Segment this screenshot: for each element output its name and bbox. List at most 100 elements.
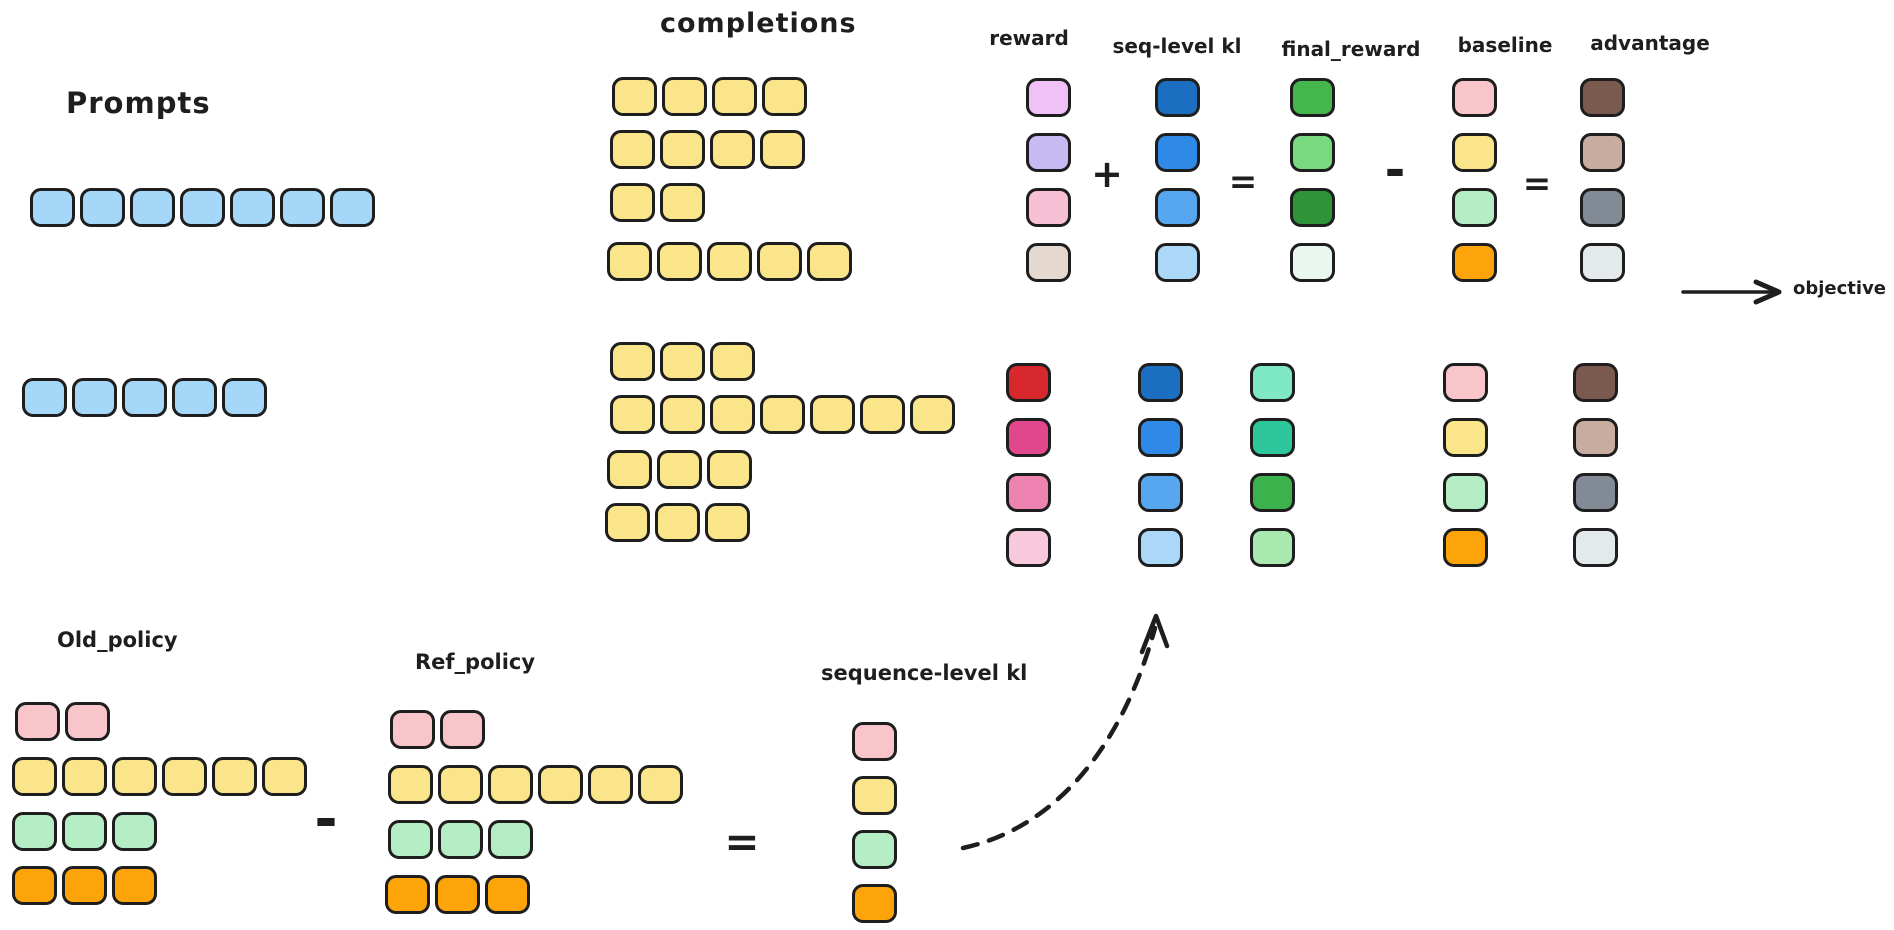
seq-level-kl-1-token: [1155, 78, 1200, 117]
advantage-column-label: advantage: [1590, 31, 1710, 55]
seq-level-kl-1-token: [1155, 243, 1200, 282]
ref-policy-row-4-token: [385, 875, 430, 914]
old-policy-row-2-token: [112, 757, 157, 796]
reward-2-token: [1006, 363, 1051, 402]
ref-policy-row-2-token: [638, 765, 683, 804]
ref-policy-row-1-token: [440, 710, 485, 749]
prompt-2-row-token: [72, 378, 117, 417]
final-reward-1-token: [1290, 78, 1335, 117]
minus-operator-top: -: [1384, 141, 1406, 199]
old-policy-row-2-token: [162, 757, 207, 796]
completions-2-row-1-token: [610, 342, 655, 381]
completions-2-row-2-token: [610, 395, 655, 434]
advantage-2-token: [1573, 528, 1618, 567]
completions-label: completions: [660, 8, 857, 39]
seq-level-kl-column-label: seq-level kl: [1112, 34, 1242, 58]
baseline-2-token: [1443, 363, 1488, 402]
final-reward-2-token: [1250, 473, 1295, 512]
completions-2-row-2-token: [760, 395, 805, 434]
ref-policy-label: Ref_policy: [415, 650, 536, 674]
ref-policy-row-1-token: [390, 710, 435, 749]
prompt-2-row-token: [22, 378, 67, 417]
seq-level-kl-1-token: [1155, 188, 1200, 227]
ref-policy-row-2-token: [438, 765, 483, 804]
completions-1-row-3-token: [610, 183, 655, 222]
completions-2-row-3-token: [657, 450, 702, 489]
seq-level-kl-1-token: [1155, 133, 1200, 172]
completions-1-row-3-token: [660, 183, 705, 222]
final-reward-2-token: [1250, 363, 1295, 402]
completions-2-row-4-token: [705, 503, 750, 542]
reward-2-token: [1006, 528, 1051, 567]
completions-1-row-4-token: [707, 242, 752, 281]
completions-1-row-1-token: [662, 77, 707, 116]
completions-1-row-2-token: [760, 130, 805, 169]
advantage-1-token: [1580, 188, 1625, 227]
completions-2-row-1-token: [660, 342, 705, 381]
old-policy-row-2-token: [12, 757, 57, 796]
ref-policy-row-3-token: [438, 820, 483, 859]
baseline-2-token: [1443, 473, 1488, 512]
ref-policy-row-2-token: [388, 765, 433, 804]
sequence-level-kl-label: sequence-level kl: [821, 661, 1028, 685]
advantage-1-token: [1580, 243, 1625, 282]
advantage-2-token: [1573, 418, 1618, 457]
sequence-level-kl-result-token: [852, 776, 897, 815]
final-reward-2-token: [1250, 418, 1295, 457]
sequence-level-kl-result-token: [852, 722, 897, 761]
ref-policy-row-2-token: [588, 765, 633, 804]
ref-policy-row-2-token: [538, 765, 583, 804]
seq-level-kl-2-token: [1138, 363, 1183, 402]
minus-operator-bottom: -: [314, 787, 338, 852]
completions-2-row-2-token: [660, 395, 705, 434]
reward-2-token: [1006, 473, 1051, 512]
ref-policy-row-4-token: [485, 875, 530, 914]
advantage-2-token: [1573, 473, 1618, 512]
prompt-1-row-token: [330, 188, 375, 227]
final-reward-1-token: [1290, 188, 1335, 227]
reward-1-token: [1026, 243, 1071, 282]
sequence-level-kl-result-token: [852, 830, 897, 869]
completions-1-row-2-token: [610, 130, 655, 169]
final-reward-1-token: [1290, 243, 1335, 282]
advantage-1-token: [1580, 133, 1625, 172]
baseline-1-token: [1452, 133, 1497, 172]
completions-2-row-2-token: [910, 395, 955, 434]
prompt-1-row-token: [180, 188, 225, 227]
ref-policy-row-3-token: [488, 820, 533, 859]
advantage-1-token: [1580, 78, 1625, 117]
old-policy-row-3-token: [62, 812, 107, 851]
completions-1-row-1-token: [712, 77, 757, 116]
completions-1-row-4-token: [757, 242, 802, 281]
equals-operator-1: =: [1228, 162, 1258, 202]
dashed-kl-arrow-icon: [960, 613, 1170, 851]
old-policy-row-4-token: [62, 866, 107, 905]
completions-2-row-3-token: [707, 450, 752, 489]
final-reward-2-token: [1250, 528, 1295, 567]
completions-1-row-1-token: [762, 77, 807, 116]
ref-policy-row-4-token: [435, 875, 480, 914]
old-policy-row-2-token: [62, 757, 107, 796]
old-policy-label: Old_policy: [57, 628, 178, 652]
completions-1-row-1-token: [612, 77, 657, 116]
objective-label: objective: [1793, 278, 1887, 299]
prompt-2-row-token: [222, 378, 267, 417]
advantage-2-token: [1573, 363, 1618, 402]
old-policy-row-2-token: [212, 757, 257, 796]
completions-2-row-2-token: [860, 395, 905, 434]
reward-2-token: [1006, 418, 1051, 457]
completions-1-row-4-token: [607, 242, 652, 281]
completions-2-row-3-token: [607, 450, 652, 489]
completions-2-row-4-token: [605, 503, 650, 542]
final-reward-1-token: [1290, 133, 1335, 172]
old-policy-row-4-token: [112, 866, 157, 905]
completions-1-row-4-token: [657, 242, 702, 281]
reward-1-token: [1026, 78, 1071, 117]
baseline-1-token: [1452, 243, 1497, 282]
prompt-1-row-token: [130, 188, 175, 227]
old-policy-row-3-token: [12, 812, 57, 851]
completions-1-row-2-token: [660, 130, 705, 169]
reward-1-token: [1026, 133, 1071, 172]
reward-column-label: reward: [989, 26, 1069, 50]
